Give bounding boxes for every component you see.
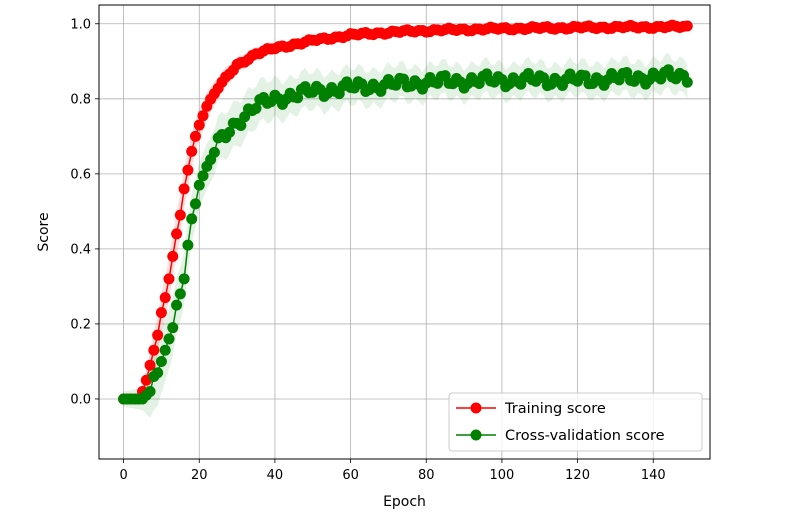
data-point xyxy=(186,213,198,225)
y-tick-label: 0.4 xyxy=(70,242,91,257)
x-tick-label: 80 xyxy=(418,468,435,483)
data-point xyxy=(250,102,262,114)
y-axis-ticks: 0.0 0.2 0.4 0.6 0.8 1.0 xyxy=(70,17,99,407)
x-tick-label: 20 xyxy=(191,468,208,483)
y-tick-label: 1.0 xyxy=(70,17,91,32)
data-point xyxy=(167,250,179,262)
x-tick-label: 60 xyxy=(342,468,359,483)
data-point xyxy=(186,145,198,157)
data-point xyxy=(144,359,156,371)
data-point xyxy=(159,344,171,356)
data-point xyxy=(144,385,156,397)
data-point xyxy=(224,126,236,138)
x-tick-label: 0 xyxy=(119,468,127,483)
series-markers xyxy=(118,19,693,405)
data-point xyxy=(193,179,205,191)
data-point xyxy=(152,367,164,379)
data-point xyxy=(182,239,194,251)
data-point xyxy=(235,119,247,131)
y-axis-label: Score xyxy=(36,212,52,251)
data-point xyxy=(167,322,179,334)
data-point xyxy=(155,307,167,319)
legend-label-cross-validation: Cross-validation score xyxy=(505,428,665,444)
data-point xyxy=(163,333,175,345)
data-point xyxy=(171,228,183,240)
legend-marker-training xyxy=(470,402,482,414)
data-point xyxy=(197,170,209,182)
data-point xyxy=(163,273,175,285)
data-point xyxy=(178,273,190,285)
data-point xyxy=(197,110,209,122)
plot-frame xyxy=(98,4,711,460)
x-axis-label: Epoch xyxy=(383,494,426,510)
data-point xyxy=(178,183,190,195)
data-point xyxy=(681,20,693,32)
data-point xyxy=(189,198,201,210)
x-axis-ticks: 0 20 40 60 80 100 120 140 xyxy=(119,459,666,483)
y-tick-label: 0.0 xyxy=(70,392,91,407)
data-point xyxy=(292,92,304,104)
legend-label-training: Training score xyxy=(504,401,606,417)
data-point xyxy=(152,329,164,341)
confidence-band xyxy=(123,52,688,418)
x-tick-label: 120 xyxy=(565,468,590,483)
legend: Training score Cross-validation score xyxy=(448,392,703,452)
data-point xyxy=(174,209,186,221)
data-point xyxy=(193,119,205,131)
confidence-bands xyxy=(123,22,688,418)
y-tick-label: 0.2 xyxy=(70,317,91,332)
y-tick-label: 0.8 xyxy=(70,92,91,107)
data-point xyxy=(148,344,160,356)
legend-marker-cross-validation xyxy=(470,429,482,441)
legend-box xyxy=(448,392,703,452)
data-point xyxy=(208,146,220,158)
data-point xyxy=(155,355,167,367)
x-tick-label: 140 xyxy=(641,468,666,483)
data-point xyxy=(174,288,186,300)
data-point xyxy=(182,164,194,176)
data-point xyxy=(189,130,201,142)
data-point xyxy=(171,299,183,311)
data-point xyxy=(681,76,693,88)
x-tick-label: 100 xyxy=(490,468,515,483)
data-point xyxy=(159,292,171,304)
y-tick-label: 0.6 xyxy=(70,167,91,182)
x-tick-label: 40 xyxy=(267,468,284,483)
